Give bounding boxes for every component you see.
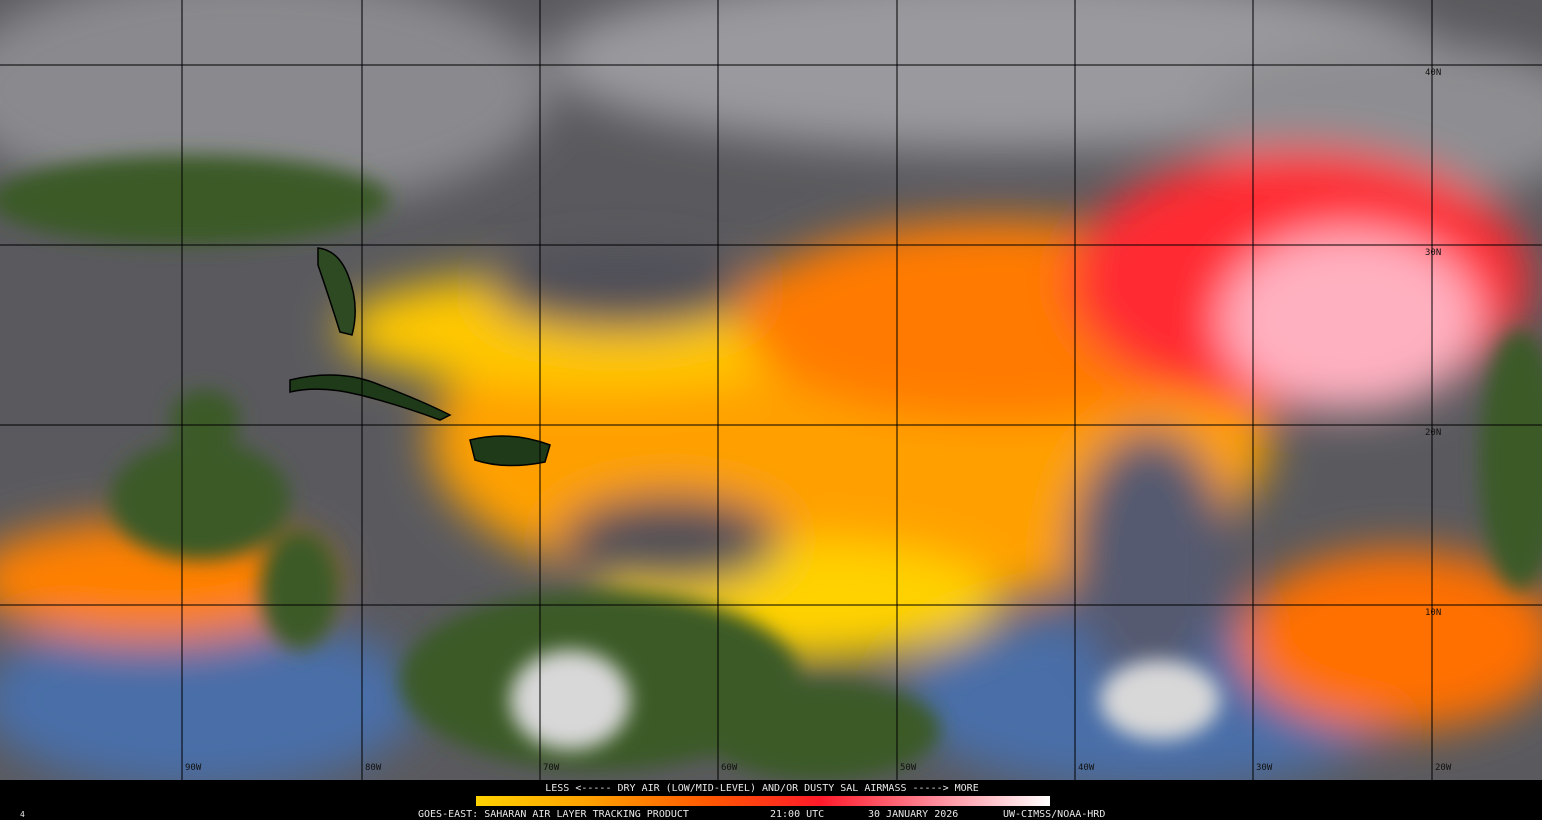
longitude-label: 90W [185,763,202,773]
product-title: GOES-EAST: SAHARAN AIR LAYER TRACKING PR… [418,809,689,820]
longitude-label: 50W [900,763,917,773]
latitude-label: 10N [1425,608,1441,618]
latitude-label: 30N [1425,248,1441,258]
graticule: 40N 30N 20N 10N 90W 80W 70W 60W 50W 40W 30W 20W [0,0,1542,780]
color-bar [476,796,1050,806]
longitude-label: 20W [1435,763,1452,773]
frame-number: 4 [20,810,25,819]
date: 30 JANUARY 2026 [868,809,958,820]
imagery [0,0,1542,790]
longitude-label: 40W [1078,763,1095,773]
credit: UW-CIMSS/NOAA-HRD [1003,809,1105,820]
latitude-label: 40N [1425,68,1441,78]
time: 21:00 UTC [770,809,824,820]
legend-caption: LESS <----- DRY AIR (LOW/MID-LEVEL) AND/… [545,783,978,794]
longitude-label: 60W [721,763,738,773]
longitude-label: 80W [365,763,382,773]
latitude-label: 20N [1425,428,1441,438]
longitude-label: 70W [543,763,560,773]
longitude-label: 30W [1256,763,1273,773]
